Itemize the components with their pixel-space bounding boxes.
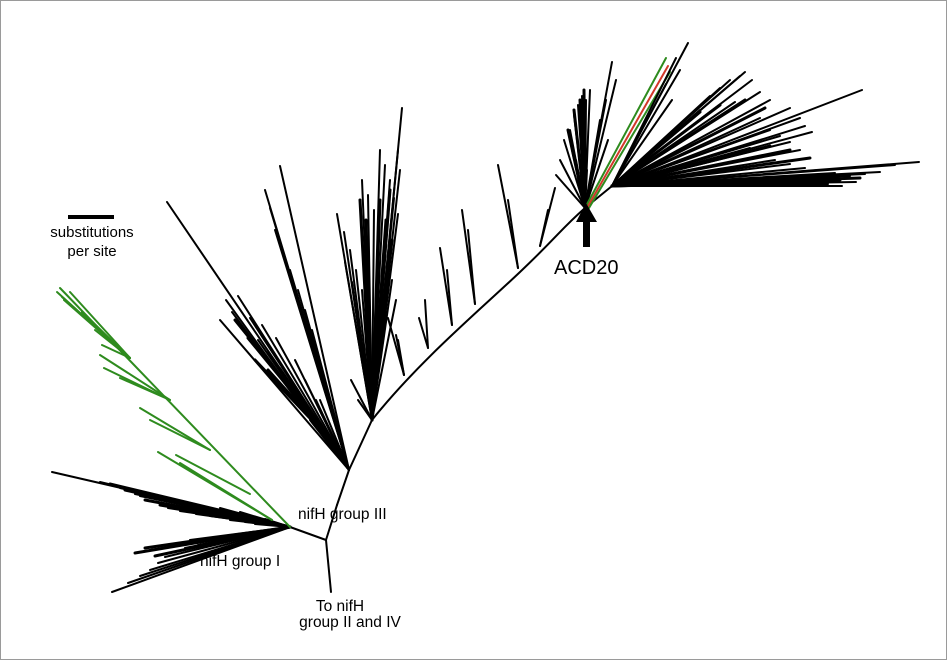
outgroup-label-line1: To nifH bbox=[316, 598, 364, 615]
tree-branch-99 bbox=[275, 337, 350, 471]
tree-branch-123 bbox=[351, 281, 373, 421]
tree-branch-78 bbox=[69, 291, 131, 359]
tree-branch-22 bbox=[497, 164, 519, 269]
tree-branches bbox=[51, 42, 920, 593]
tree-branch-3 bbox=[325, 504, 338, 541]
tree-branch-2 bbox=[289, 526, 327, 541]
tree-branch-97 bbox=[249, 317, 350, 471]
tree-branch-205 bbox=[611, 89, 863, 187]
tree-branch-175 bbox=[611, 69, 681, 187]
scale-bar-label-line2: per site bbox=[67, 243, 116, 260]
tree-branch-16 bbox=[418, 317, 429, 349]
tree-branch-67 bbox=[143, 525, 292, 550]
tree-branch-223 bbox=[610, 176, 862, 188]
tree-branch-84 bbox=[61, 296, 111, 341]
tree-branch-155 bbox=[559, 159, 586, 209]
tree-branch-174 bbox=[611, 99, 673, 187]
tree-branch-20 bbox=[467, 229, 476, 305]
clade-label-group-i: nifH group I bbox=[200, 553, 280, 570]
tree-branch-131 bbox=[371, 299, 397, 421]
acd20-label: ACD20 bbox=[554, 257, 618, 279]
tree-branch-167 bbox=[582, 88, 587, 210]
tree-branch-161 bbox=[584, 61, 613, 209]
tree-branch-6 bbox=[371, 207, 586, 421]
scale-bar-label-line1: substitutions bbox=[50, 224, 133, 241]
tree-branch-1 bbox=[325, 539, 332, 593]
tree-branch-71 bbox=[157, 451, 273, 521]
tree-branch-141 bbox=[364, 218, 374, 422]
tree-branch-217 bbox=[610, 98, 747, 188]
tree-branch-5 bbox=[348, 419, 373, 471]
tree-branch-221 bbox=[610, 156, 812, 188]
tree-branch-216 bbox=[610, 103, 722, 188]
tree-branch-65 bbox=[158, 503, 292, 529]
tree-branch-163 bbox=[584, 139, 609, 209]
tree-branch-111 bbox=[311, 329, 350, 471]
arrow-up-icon bbox=[576, 203, 597, 247]
tree-branch-156 bbox=[555, 174, 586, 209]
tree-branch-18 bbox=[446, 269, 453, 326]
tree-branch-162 bbox=[584, 79, 617, 209]
tree-branch-72 bbox=[175, 454, 251, 495]
tree-branch-15 bbox=[424, 299, 429, 349]
tree-branch-170 bbox=[588, 71, 671, 209]
tree-branch-68 bbox=[153, 525, 292, 558]
tree-branch-14 bbox=[397, 339, 405, 376]
outgroup-label-line2: group II and IV bbox=[299, 614, 401, 631]
tree-branch-218 bbox=[610, 106, 767, 188]
tree-branch-86 bbox=[219, 319, 350, 471]
tree-branch-4 bbox=[336, 469, 350, 506]
tree-branch-145 bbox=[370, 188, 392, 422]
tree-branch-74 bbox=[149, 419, 211, 451]
tree-branch-75 bbox=[99, 354, 171, 401]
tree-branch-77 bbox=[119, 377, 171, 401]
tree-branch-168 bbox=[584, 57, 667, 209]
tree-branch-102 bbox=[315, 399, 350, 471]
tree-branch-220 bbox=[610, 148, 792, 188]
tree-branch-24 bbox=[539, 187, 556, 247]
tree-branch-73 bbox=[139, 407, 211, 451]
tree-branch-103 bbox=[279, 165, 350, 471]
tree-branch-11 bbox=[350, 379, 373, 421]
tree-branch-81 bbox=[101, 344, 131, 359]
tree-branch-169 bbox=[586, 65, 669, 209]
tree-branch-115 bbox=[266, 368, 342, 452]
clade-label-group-iii: nifH group III bbox=[298, 506, 387, 523]
